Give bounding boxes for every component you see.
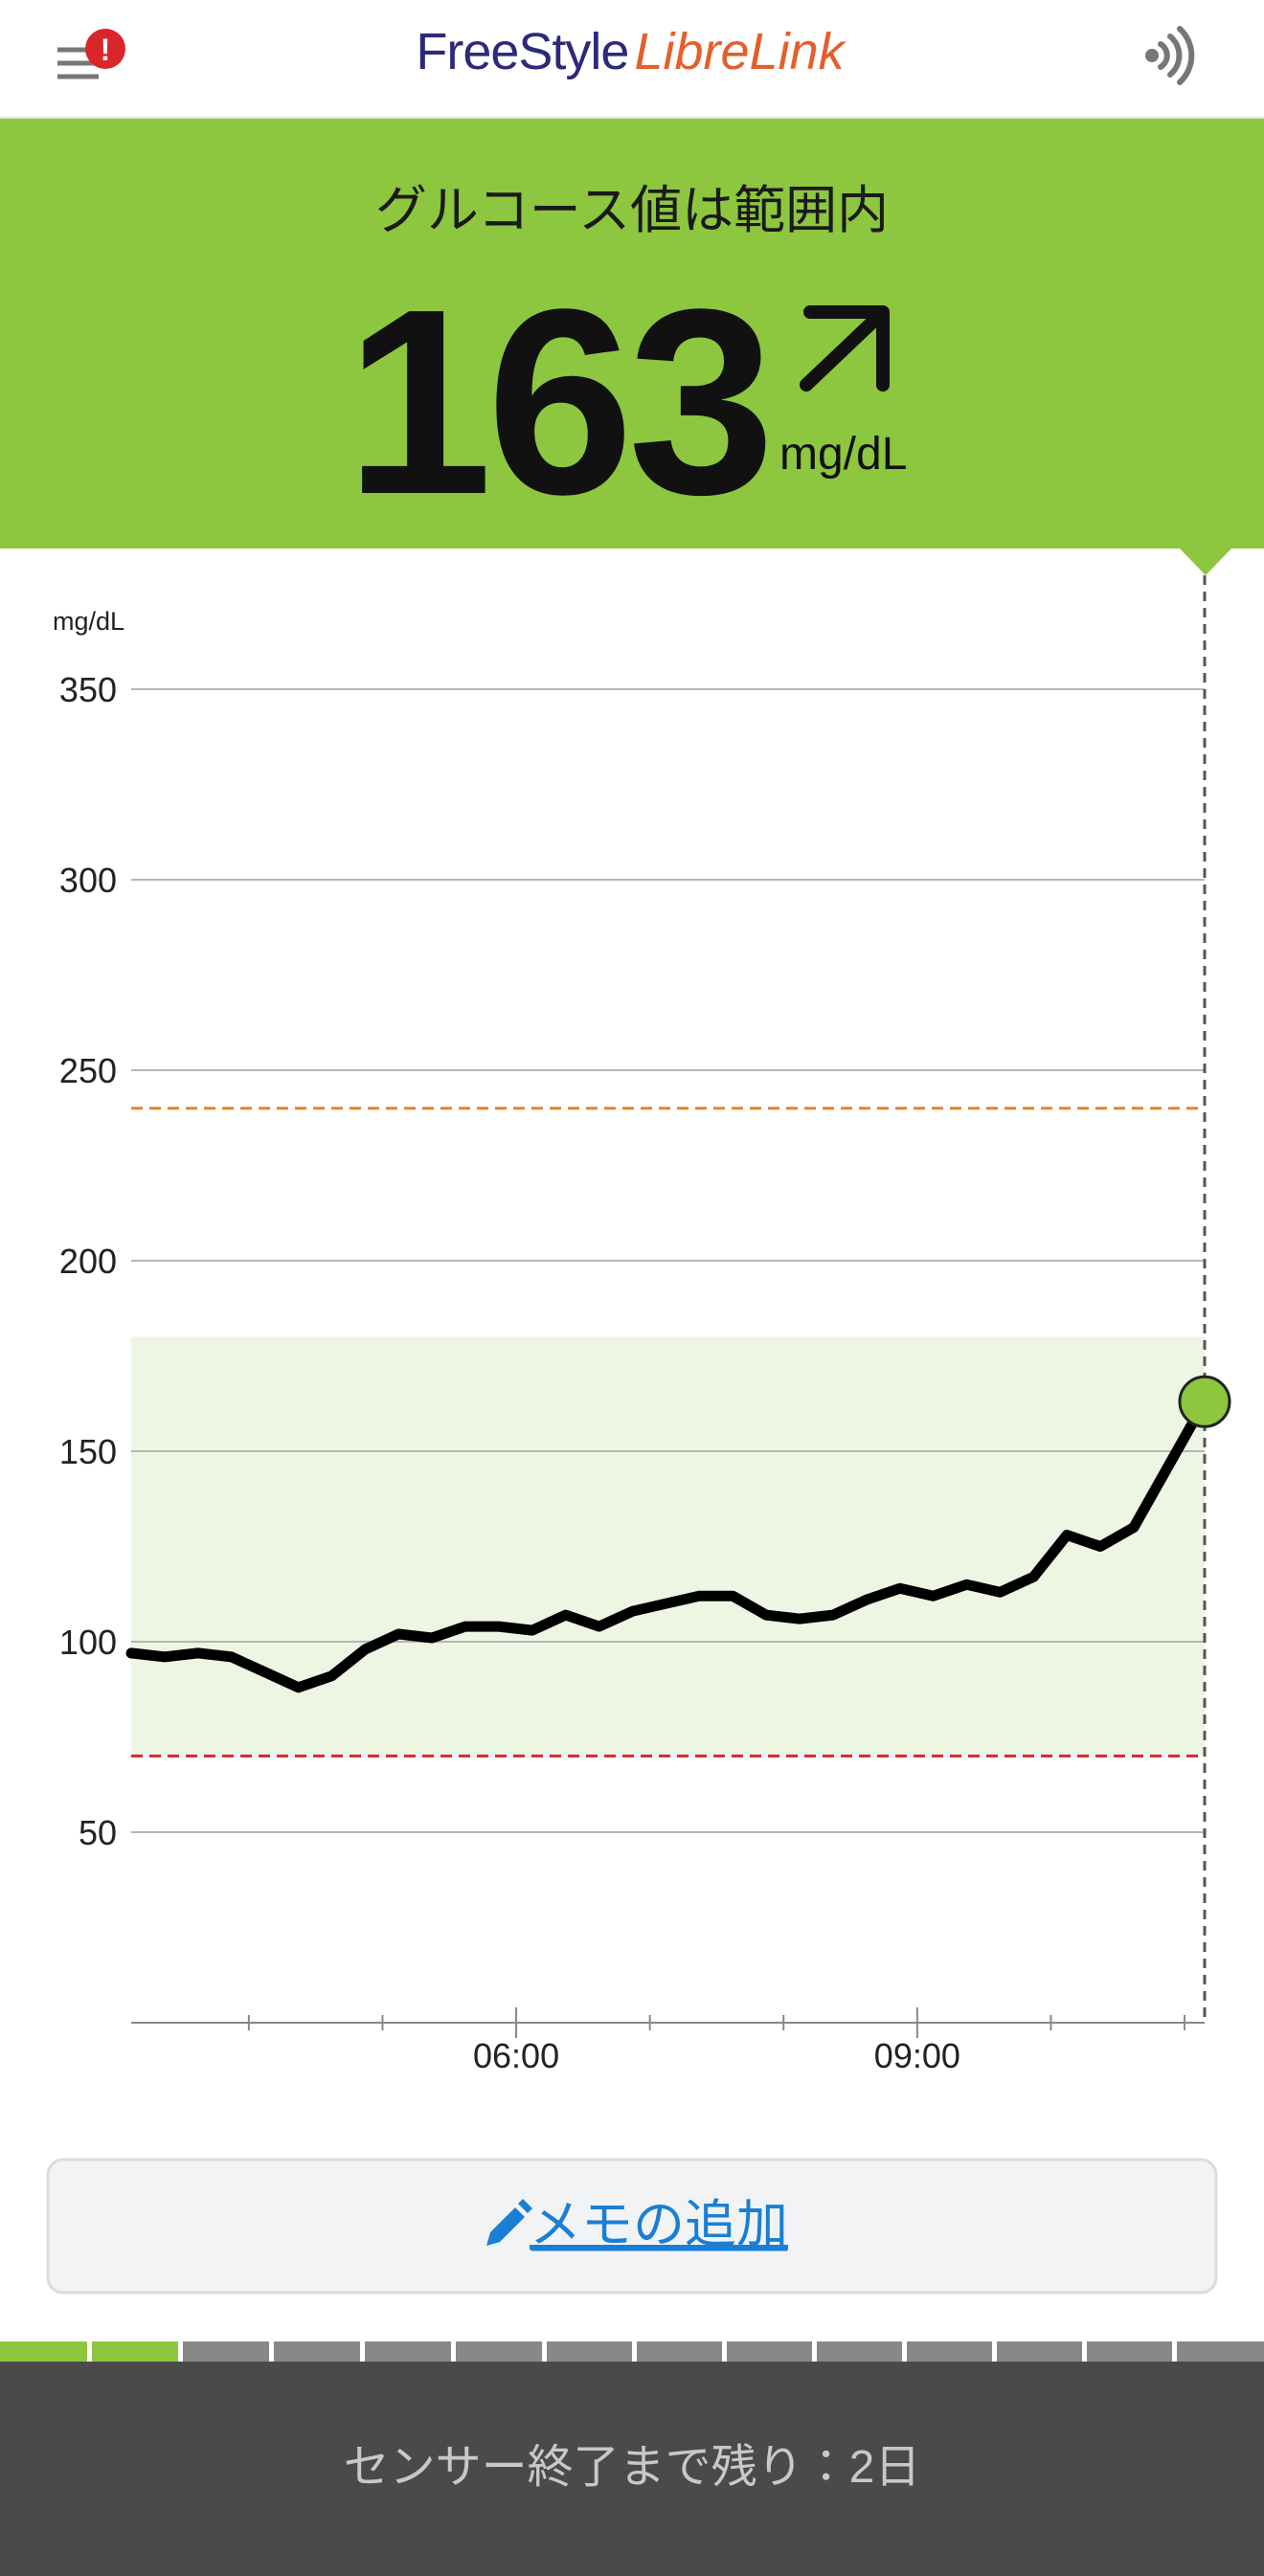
progress-segment (1177, 2341, 1264, 2362)
scan-button[interactable] (1145, 26, 1195, 85)
button-label: メモの追加 (530, 2196, 788, 2253)
header-bar (0, 0, 1264, 119)
progress-segment (997, 2341, 1082, 2362)
add-memo-button[interactable]: メモの追加 (46, 2158, 1218, 2295)
status-banner (0, 119, 1264, 549)
glucose-line (125, 1396, 1210, 1693)
sensor-progress (0, 2341, 1264, 2362)
progress-segment (727, 2341, 812, 2362)
y-tick-label: 350 (59, 670, 117, 709)
logo-secondary: LibreLink (634, 23, 846, 80)
current-reading (1178, 1375, 1231, 1428)
progress-segment (637, 2341, 722, 2362)
progress-segment (907, 2341, 992, 2362)
trend-arrow (800, 305, 890, 392)
y-tick-label: 250 (59, 1051, 117, 1090)
banner-pointer (1179, 548, 1232, 575)
progress-segment (547, 2341, 632, 2362)
scan-dot (1145, 49, 1159, 62)
progress-segment (0, 2341, 87, 2362)
progress-segment (1087, 2341, 1172, 2362)
y-tick-label: 300 (59, 861, 117, 900)
arrow-shaft (800, 307, 888, 392)
scan-arc (1177, 26, 1195, 85)
arrow-head (803, 305, 890, 392)
progress-segment (274, 2341, 360, 2362)
glucose-unit: mg/dL (779, 429, 907, 480)
menu-button[interactable]: ! (57, 29, 125, 79)
x-tick-label: 09:00 (874, 2036, 960, 2075)
progress-segment (183, 2341, 269, 2362)
button-background (46, 2158, 1218, 2295)
progress-segment (365, 2341, 451, 2362)
scan-arc (1158, 41, 1170, 70)
y-axis-label: mg/dL (53, 607, 124, 636)
x-tick-label: 06:00 (473, 2036, 559, 2075)
alert-badge (85, 29, 125, 69)
y-tick-label: 150 (59, 1432, 117, 1471)
pencil-icon (486, 2199, 532, 2246)
app-logo: FreeStyle LibreLink (416, 23, 846, 80)
sensor-remaining: センサー終了まで残り：2日 (344, 2442, 921, 2493)
y-tick-label: 50 (79, 1813, 117, 1852)
alert-badge-text: ! (101, 33, 111, 67)
y-tick-label: 200 (59, 1242, 117, 1281)
progress-segment (817, 2341, 902, 2362)
target-range (131, 1336, 1205, 1757)
status-label: グルコース値は範囲内 (375, 182, 889, 239)
progress-segment (92, 2341, 178, 2362)
y-tick-label: 100 (59, 1623, 117, 1662)
progress-segment (456, 2341, 542, 2362)
glucose-value: 163 (346, 255, 770, 549)
logo-primary: FreeStyle (416, 23, 628, 80)
scan-arc (1167, 34, 1183, 78)
glucose-chart: mg/dL 50 100 150 200 250 300 350 06:00 09:00 (53, 575, 1231, 2075)
footer-bar (0, 2362, 1264, 2576)
